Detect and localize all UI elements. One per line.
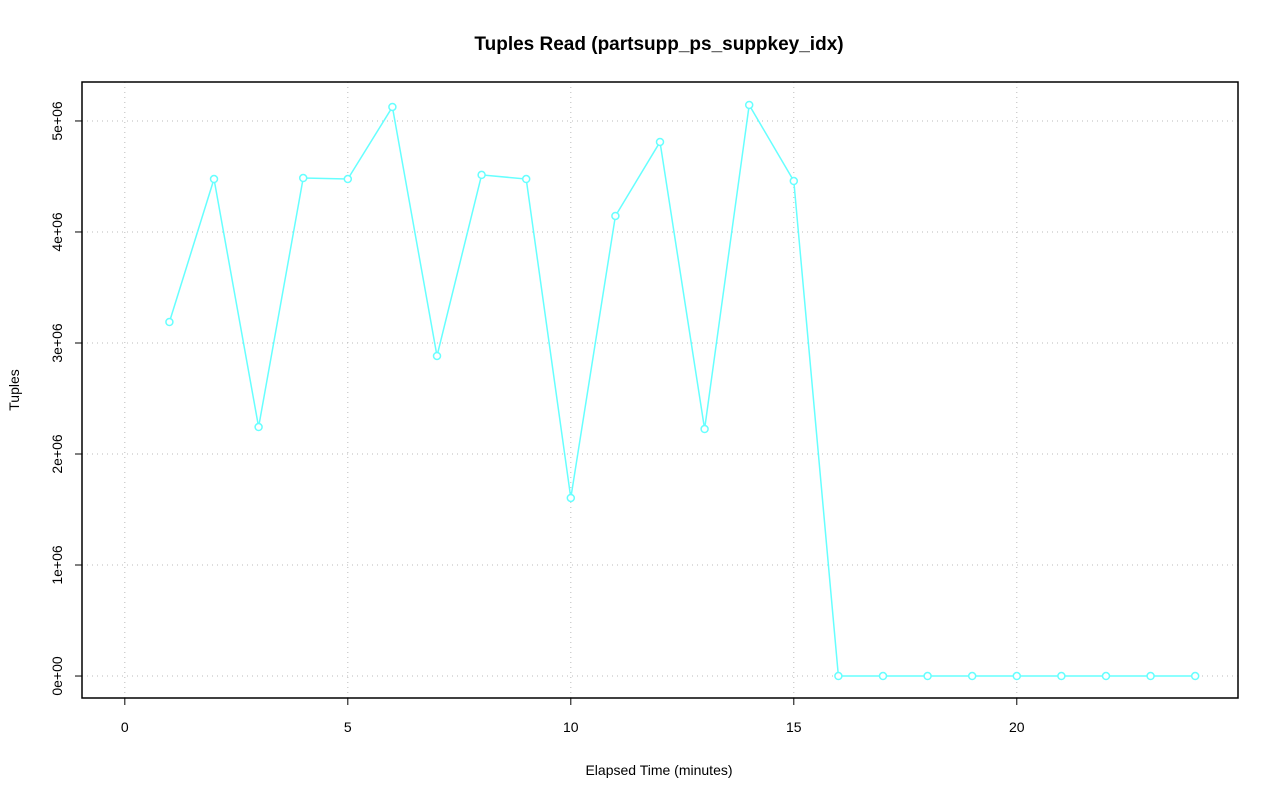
data-point [834, 671, 843, 681]
data-point [878, 671, 888, 681]
x-tick-label: 20 [1009, 719, 1025, 735]
data-point [477, 170, 486, 180]
data-point [744, 100, 754, 110]
data-point [923, 671, 932, 681]
data-point [521, 174, 531, 184]
data-point [655, 137, 665, 147]
y-tick-label: 2e+06 [49, 434, 65, 474]
plot-frame [81, 81, 1239, 699]
data-point [298, 173, 308, 183]
data-point [165, 317, 174, 327]
y-tick-label: 0e+00 [49, 656, 65, 696]
data-point [566, 493, 576, 503]
data-point [1146, 671, 1155, 681]
x-tick-label: 10 [563, 719, 579, 735]
data-point [789, 176, 799, 186]
y-tick-label: 5e+06 [49, 101, 65, 141]
data-point [1190, 671, 1200, 681]
data-point [1012, 671, 1022, 681]
x-tick-label: 0 [121, 719, 129, 735]
chart-title: Tuples Read (partsupp_ps_suppkey_idx) [474, 34, 843, 55]
y-tick-label: 3e+06 [49, 323, 65, 363]
data-point [611, 211, 620, 221]
y-axis-title: Tuples [6, 369, 22, 411]
y-tick-label: 1e+06 [49, 545, 65, 585]
x-tick-label: 5 [344, 719, 352, 735]
data-point [967, 671, 977, 681]
data-point [209, 174, 219, 184]
data-point [432, 351, 442, 361]
data-point [1101, 671, 1111, 681]
data-point [700, 424, 709, 434]
data-point [254, 422, 263, 432]
data-line [168, 102, 1196, 677]
data-point [388, 102, 397, 112]
data-point [343, 174, 353, 184]
data-point [1057, 671, 1066, 681]
y-tick-label: 4e+06 [49, 212, 65, 252]
x-tick-label: 15 [786, 719, 802, 735]
x-axis-title: Elapsed Time (minutes) [585, 762, 732, 778]
